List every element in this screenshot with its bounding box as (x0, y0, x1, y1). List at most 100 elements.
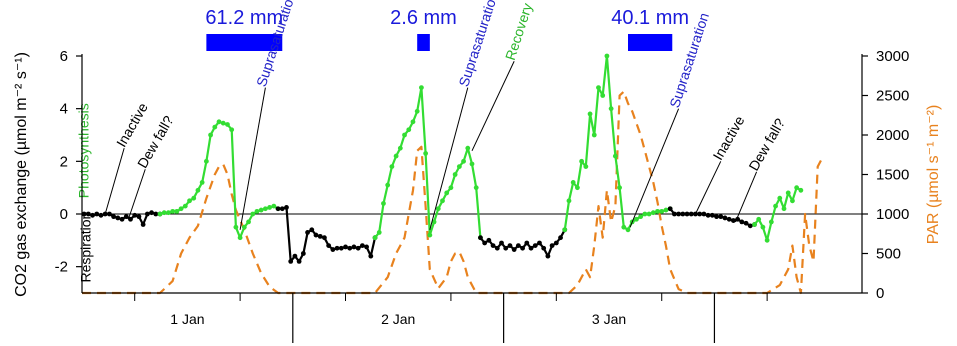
respiration-point (296, 259, 302, 264)
photosynthesis-point (634, 216, 639, 222)
photosynthesis-point (562, 227, 568, 233)
photosynthesis-point (271, 203, 277, 209)
photosynthesis-point (452, 172, 458, 177)
photosynthesis-point (427, 232, 433, 238)
photosynthesis-point (650, 210, 656, 216)
right-tick-label: 500 (876, 246, 901, 263)
photosynthesis-point (182, 203, 188, 209)
respiration-point (743, 220, 749, 226)
photosynthesis-point (612, 153, 618, 159)
photosynthesis-point (393, 153, 399, 159)
photosynthesis-point (233, 224, 239, 230)
photosynthesis-point (267, 205, 273, 210)
right-tick-label: 2500 (876, 88, 909, 105)
respiration-point (309, 227, 315, 233)
photosynthesis-point (406, 127, 412, 133)
annotation-leader (695, 161, 722, 215)
rain-events: 61.2 mm 2.6 mm 40.1 mm (205, 7, 689, 51)
respiration-point (520, 245, 525, 251)
right-tick-label: 0 (876, 285, 884, 302)
photosynthesis-point (768, 219, 774, 225)
respiration-point (347, 245, 353, 251)
respiration-point (684, 211, 690, 217)
respiration-point (680, 211, 686, 217)
photosynthesis-point (777, 195, 783, 201)
photosynthesis-point (381, 201, 386, 206)
photosynthesis-point (764, 237, 770, 243)
respiration-point (667, 206, 673, 212)
day-label: 1 Jan (170, 311, 204, 327)
photosynthesis-point (414, 108, 420, 114)
photosynthesis-point (174, 208, 180, 214)
respiration-point (85, 211, 91, 217)
photosynthesis-point (225, 122, 230, 127)
respiration-point (153, 211, 159, 217)
respiration-point (300, 251, 306, 256)
respiration-point (305, 230, 310, 235)
respiration-point (275, 206, 281, 212)
photosynthesis-point (448, 185, 454, 191)
respiration-point (149, 210, 154, 216)
respiration-point (107, 211, 112, 217)
axes: -2 0 2 4 6 0 500 1000 1500 2000 2500 3000 1 Jan 2 Jan… (13, 48, 942, 343)
annotation-leader (629, 108, 680, 228)
annotation-leader (239, 87, 266, 230)
photosynthesis-point (258, 207, 264, 213)
photosynthesis-point (473, 185, 479, 191)
photosynthesis-point (440, 198, 445, 204)
respiration-point (503, 245, 509, 251)
photosynthesis-line (159, 120, 279, 239)
respiration-point (351, 244, 357, 250)
day-label: 3 Jan (592, 311, 626, 327)
rain-label: 61.2 mm (205, 7, 283, 29)
photosynthesis-point (166, 210, 171, 216)
photosynthesis-point (389, 164, 395, 170)
left-tick-label: 2 (60, 153, 68, 170)
photosynthesis-point (423, 151, 429, 156)
respiration-point (731, 218, 736, 223)
annotation-label: Recovery (502, 1, 535, 62)
left-tick-label: 4 (60, 101, 68, 118)
photosynthesis-point (570, 180, 576, 185)
photosynthesis-point (419, 85, 424, 90)
photosynthesis-point (187, 198, 192, 204)
respiration-point (359, 243, 365, 249)
respiration-point (330, 247, 336, 252)
annotation-label: Respiration (77, 212, 93, 283)
respiration-point (701, 211, 707, 217)
right-tick-label: 1000 (876, 206, 909, 223)
annotation-leader (735, 171, 758, 223)
respiration-point (284, 205, 289, 210)
respiration-point (132, 212, 138, 218)
respiration-point (718, 214, 724, 220)
photosynthesis-point (178, 206, 184, 212)
respiration-point (98, 212, 104, 218)
respiration-point (494, 245, 500, 251)
photosynthesis-point (781, 206, 787, 212)
annotation-label: Photosynthesis (75, 103, 91, 198)
respiration-point (478, 235, 483, 241)
right-tick-label: 3000 (876, 48, 909, 65)
photosynthesis-point (642, 211, 648, 217)
photosynthesis-point (469, 161, 475, 167)
annotation-label: Dew fall? (745, 115, 788, 173)
photosynthesis-point (203, 158, 209, 164)
photosynthesis-point (402, 132, 407, 138)
respiration-point (140, 222, 146, 227)
annotation-leader (471, 61, 515, 152)
respiration-point (313, 232, 319, 238)
photosynthesis-point (385, 182, 391, 188)
photosynthesis-point (587, 111, 593, 117)
respiration-point (545, 253, 551, 259)
photosynthesis-point (794, 185, 800, 191)
respiration-point (511, 247, 517, 252)
photosynthesis-point (241, 224, 247, 230)
respiration-point (482, 240, 488, 246)
respiration-point (722, 215, 728, 221)
left-axis-title: CO2 gas exchange (µmol m⁻² s⁻¹) (13, 52, 30, 297)
photosynthesis-point (435, 206, 441, 212)
respiration-point (90, 212, 95, 218)
respiration-point (705, 212, 711, 218)
left-tick-label: -2 (55, 259, 68, 276)
